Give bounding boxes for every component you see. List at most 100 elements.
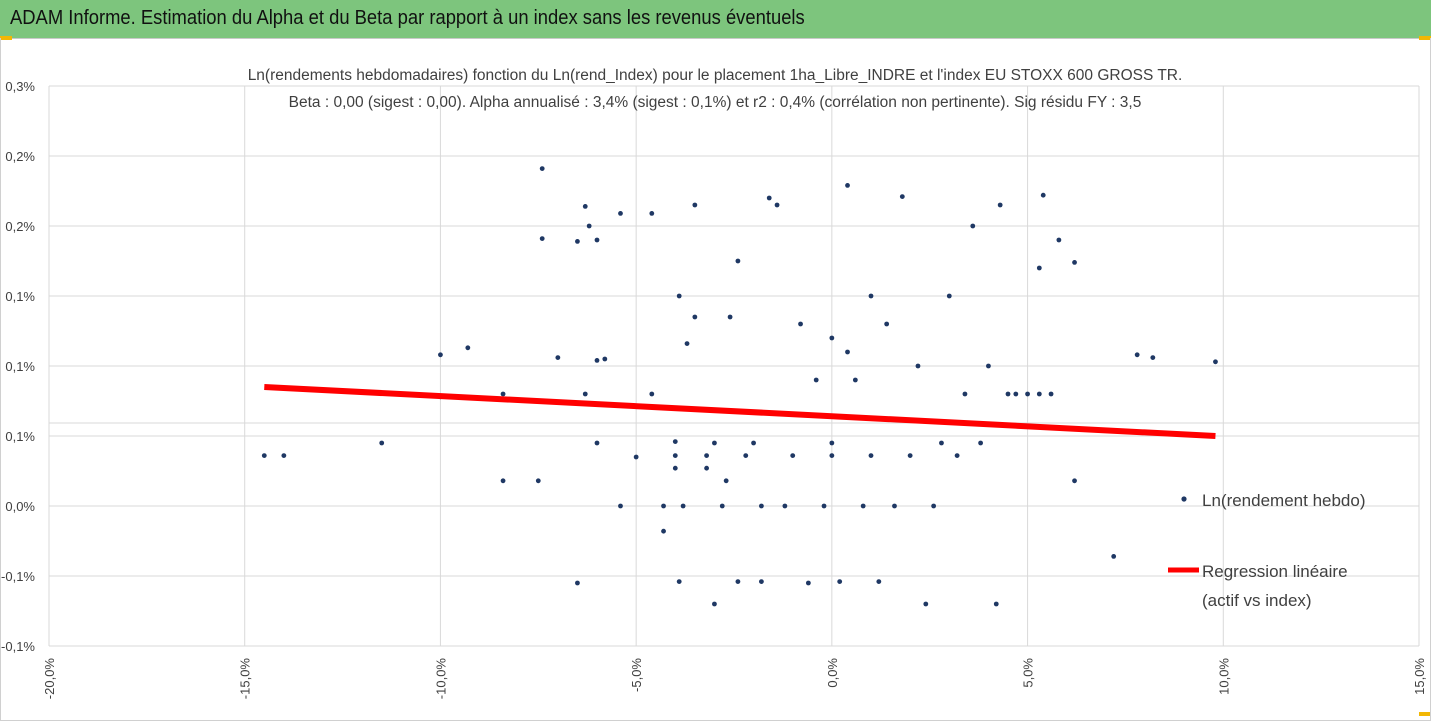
data-point [692, 202, 698, 208]
chart-title: Ln(rendements hebdomadaires) fonction du… [248, 67, 1183, 84]
data-point [829, 453, 835, 458]
y-tick-label: 0,1% [5, 289, 35, 304]
data-point [1036, 391, 1042, 397]
data-point [1040, 192, 1046, 198]
data-point [790, 453, 796, 458]
data-point [692, 314, 698, 320]
data-point [931, 503, 937, 509]
data-point [680, 503, 686, 509]
data-point [751, 440, 756, 446]
data-point [575, 580, 580, 586]
data-point [261, 453, 267, 458]
data-point [829, 335, 835, 341]
data-point [438, 352, 443, 358]
data-point [1072, 478, 1077, 484]
data-point [661, 503, 666, 509]
data-point [672, 439, 678, 444]
y-tick-label: 0,1% [5, 429, 35, 444]
data-point [735, 258, 741, 264]
data-point [575, 239, 580, 244]
data-point [672, 465, 678, 471]
report-title: ADAM Informe. Estimation du Alpha et du … [10, 7, 805, 29]
x-tick-label: 15,0% [1412, 658, 1427, 695]
data-point [539, 236, 545, 242]
data-point [970, 223, 976, 229]
data-point [500, 478, 506, 484]
accent-corner-bottom-right [1419, 712, 1431, 716]
data-point [1111, 554, 1117, 559]
data-point [860, 503, 866, 509]
data-point [868, 293, 874, 299]
data-point [1056, 237, 1062, 243]
data-point [672, 453, 678, 458]
data-point [281, 453, 287, 458]
data-point [946, 293, 952, 299]
data-point [1036, 265, 1042, 271]
data-point [997, 202, 1003, 208]
y-tick-label: -0,1% [1, 569, 35, 584]
y-tick-label: -0,1% [1, 639, 35, 654]
data-point [852, 377, 858, 383]
x-tick-label: -10,0% [433, 658, 448, 700]
legend: Ln(rendement hebdo) Regression linéaire … [1168, 491, 1366, 610]
data-point [594, 440, 600, 446]
data-point [684, 341, 690, 346]
x-tick-label: 5,0% [1021, 658, 1036, 688]
x-tick-label: 10,0% [1216, 658, 1231, 695]
data-point [649, 391, 655, 397]
data-point [1134, 352, 1140, 358]
accent-corner-right [1419, 36, 1431, 40]
data-point [837, 579, 843, 584]
data-point [876, 579, 882, 584]
data-point [759, 579, 764, 584]
legend-label-regression-line2: (actif vs index) [1202, 591, 1312, 610]
data-point [582, 391, 588, 397]
data-point [954, 453, 960, 458]
data-point [915, 363, 921, 369]
data-point [1025, 391, 1030, 397]
data-point [535, 478, 541, 484]
data-point [821, 503, 827, 509]
data-point [712, 601, 717, 607]
data-point [962, 391, 968, 397]
x-tick-label: 0,0% [825, 658, 840, 688]
data-point [1013, 391, 1019, 397]
data-point [993, 601, 999, 607]
data-point [845, 183, 850, 188]
data-point [500, 391, 506, 397]
data-point [661, 528, 666, 534]
data-point [978, 440, 983, 446]
x-tick-label: -15,0% [238, 658, 253, 700]
data-point [805, 580, 811, 586]
data-point [829, 440, 835, 446]
data-point [618, 211, 623, 216]
y-tick-label: 0,2% [5, 149, 35, 164]
regression-line [264, 384, 1216, 439]
data-point [1005, 391, 1011, 397]
x-tick-label: -5,0% [629, 658, 644, 692]
data-point [907, 453, 913, 458]
report-header: ADAM Informe. Estimation du Alpha et du … [0, 0, 1431, 39]
data-point [986, 363, 991, 369]
data-point [602, 356, 608, 362]
data-point [379, 440, 385, 446]
y-tick-label: 0,0% [5, 499, 35, 514]
data-point [884, 321, 890, 327]
data-point [1150, 355, 1156, 360]
x-tick-label: -20,0% [42, 658, 57, 700]
data-point [1213, 359, 1218, 365]
y-tick-label: 0,3% [5, 79, 35, 94]
y-tick-label: 0,2% [5, 219, 35, 234]
data-point [727, 314, 733, 320]
data-point [555, 355, 561, 360]
y-tick-label: 0,1% [5, 359, 35, 374]
data-point [923, 601, 929, 607]
data-point [1048, 391, 1054, 397]
data-point [868, 453, 874, 458]
data-point [766, 195, 772, 201]
data-point [892, 503, 897, 509]
data-point [704, 465, 709, 471]
data-point [649, 211, 655, 216]
data-point [798, 321, 803, 327]
